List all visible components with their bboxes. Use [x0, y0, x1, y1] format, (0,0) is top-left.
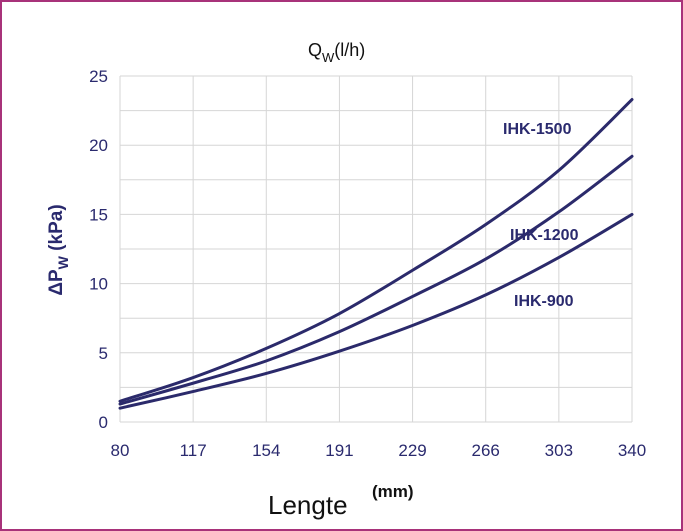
series-label: IHK-900: [514, 293, 574, 310]
series-label: IHK-1500: [503, 121, 572, 138]
y-tick-label: 15: [89, 205, 108, 224]
x-tick-label: 303: [545, 441, 573, 460]
series-line-ihk-1500: [118, 98, 634, 403]
series-line-ihk-900: [118, 212, 634, 410]
y-tick-label: 20: [89, 136, 108, 155]
series-layer: [118, 98, 634, 410]
labels: IHK-1500 IHK-1200 IHK-900: [503, 121, 579, 310]
x-tick-label: 191: [325, 441, 353, 460]
x-tick-label: 117: [180, 441, 207, 460]
y-axis-label: ΔPW (kPa): [46, 204, 71, 295]
x-tick-label: 340: [618, 441, 646, 460]
x-tick-label: 154: [252, 441, 280, 460]
series-label: IHK-1200: [510, 227, 579, 244]
y-tick-label: 25: [89, 67, 108, 86]
x-axis-unit: (mm): [372, 482, 414, 501]
x-tick-label: 80: [111, 441, 130, 460]
y-tick-label: 5: [99, 344, 108, 363]
y-tick-label: 0: [99, 413, 108, 432]
series-line-ihk-1200: [118, 154, 634, 406]
y-tick-label: 10: [89, 275, 108, 294]
x-axis-label: Lengte: [268, 490, 348, 520]
x-tick-label: 229: [398, 441, 426, 460]
axes: 80 117 154 191 229 266 303 340 0 5 10 15 20 25: [89, 67, 646, 460]
chart-title: QW(l/h): [308, 40, 365, 65]
x-tick-label: 266: [472, 441, 500, 460]
